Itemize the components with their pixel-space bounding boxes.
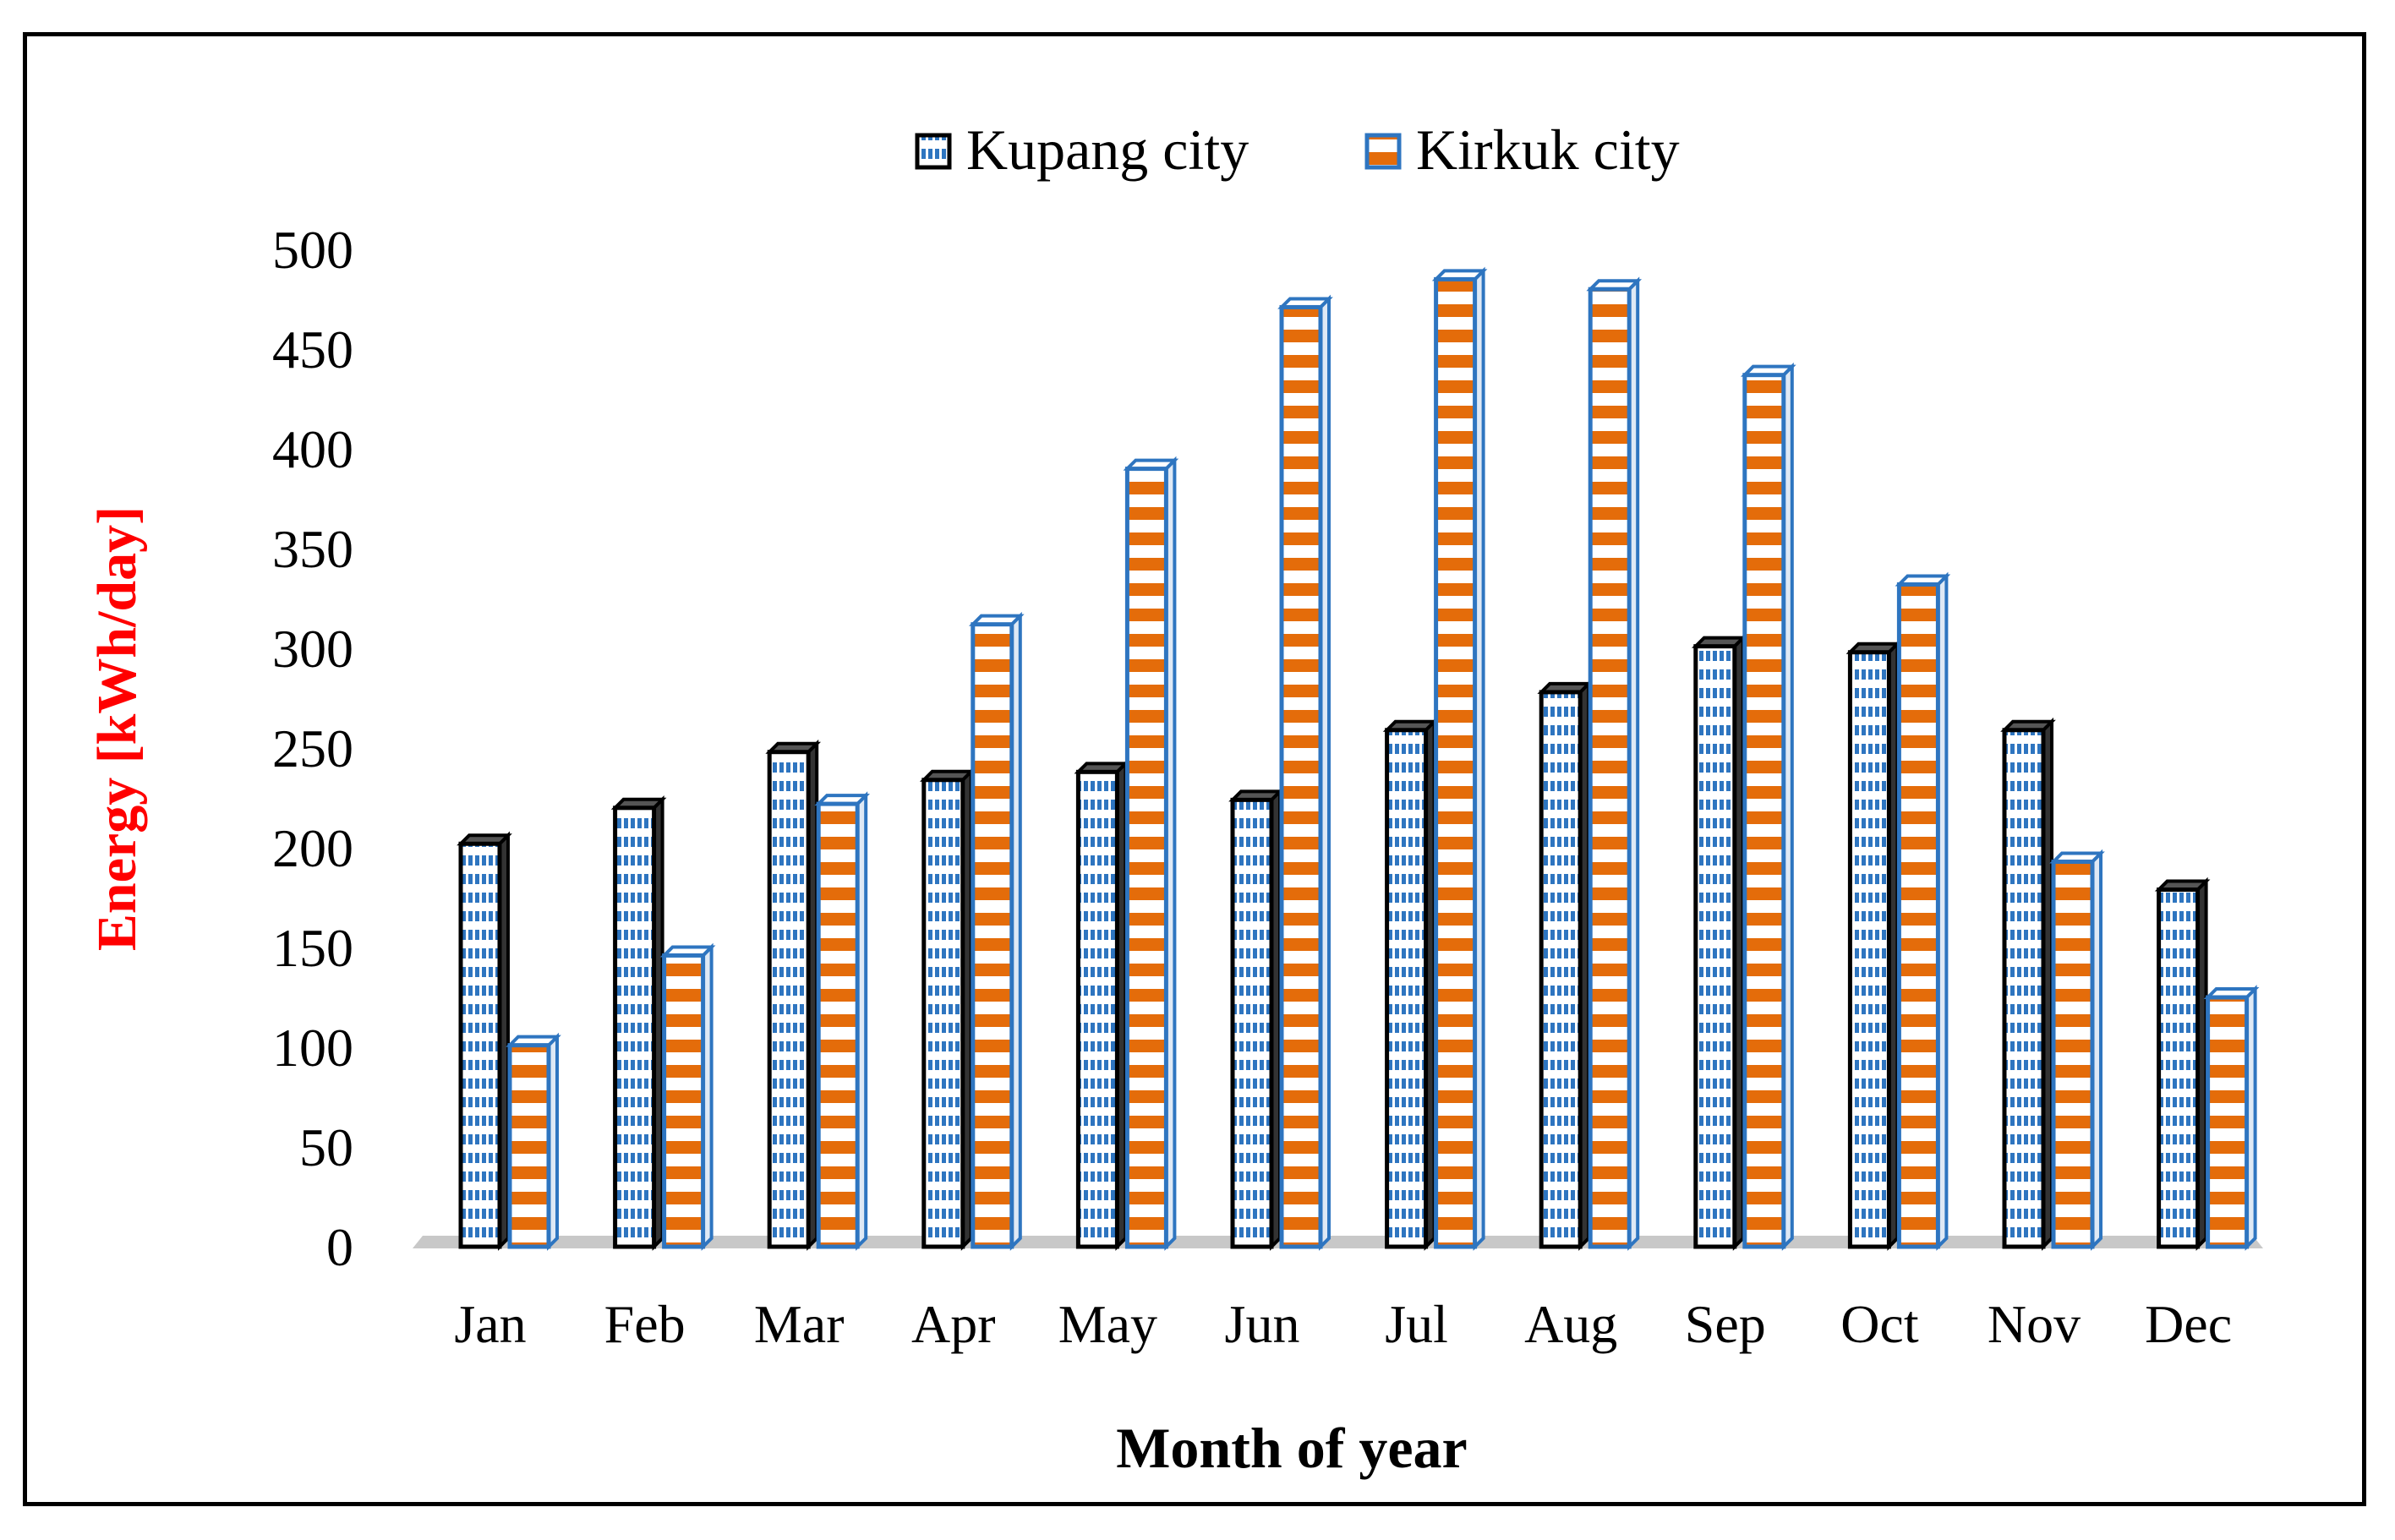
bar-kupang-feb (610, 795, 667, 1251)
y-axis-ticks: 0 50 100 150 200 250 300 350 400 450 500 (272, 220, 353, 1277)
bar-front (1279, 304, 1323, 1249)
bar-kupang-jul (1382, 717, 1439, 1251)
bar-front (1539, 690, 1583, 1249)
bar-kirkuk-oct (1895, 571, 1951, 1251)
y-tick-label: 250 (272, 718, 353, 778)
bar-front (2157, 887, 2201, 1249)
bar-kupang-jan (457, 831, 512, 1251)
x-tick-label: Apr (911, 1294, 996, 1354)
bar-front (2051, 860, 2095, 1249)
bar-front (2206, 995, 2250, 1249)
bar-front (767, 750, 811, 1249)
x-tick-label: May (1058, 1294, 1157, 1354)
bar-kirkuk-jan (506, 1032, 561, 1251)
legend-label-kupang: Kupang city (966, 117, 1249, 182)
bar-kirkuk-sep (1740, 362, 1796, 1251)
bar-front (1230, 797, 1274, 1249)
x-axis-title: Month of year (1116, 1416, 1467, 1480)
legend: Kupang city Kirkuk city (915, 117, 1680, 182)
bar-kirkuk-apr (968, 611, 1025, 1251)
bar-kupang-mar (765, 739, 822, 1251)
bar-front (816, 801, 860, 1249)
bar-kirkuk-jun (1277, 294, 1333, 1251)
bar-front (1434, 276, 1478, 1249)
bar-kirkuk-dec (2203, 985, 2260, 1251)
bar-front (1385, 728, 1429, 1249)
bar-kupang-nov (2000, 717, 2056, 1251)
y-tick-label: 100 (272, 1018, 353, 1078)
bar-front (1742, 373, 1786, 1249)
y-tick-label: 50 (299, 1117, 353, 1177)
x-tick-label: Jun (1225, 1294, 1300, 1354)
y-tick-label: 150 (272, 918, 353, 978)
bar-kupang-may (1074, 759, 1130, 1251)
legend-swatch-kirkuk (1364, 133, 1402, 170)
x-axis-ticks: Jan Feb Mar Apr May Jun Jul Aug Sep Oct Nov Dec (454, 1294, 2232, 1354)
y-tick-label: 400 (272, 419, 353, 479)
y-axis-title: Energy [kWh/day] (86, 506, 148, 951)
bar-front (1588, 287, 1632, 1249)
x-tick-label: Mar (754, 1294, 845, 1354)
bar-kupang-jun (1228, 787, 1284, 1251)
legend-label-kirkuk: Kirkuk city (1416, 117, 1680, 182)
y-tick-label: 200 (272, 818, 353, 878)
x-tick-label: Aug (1524, 1294, 1617, 1354)
y-tick-label: 350 (272, 519, 353, 579)
bar-kupang-sep (1691, 633, 1747, 1251)
bars (457, 266, 2260, 1251)
bar-front (921, 778, 965, 1249)
bar-kupang-oct (1845, 639, 1902, 1251)
y-tick-label: 300 (272, 619, 353, 679)
bar-kirkuk-feb (659, 942, 716, 1251)
y-tick-label: 450 (272, 319, 353, 380)
bar-kirkuk-nov (2049, 849, 2105, 1251)
chart-frame (23, 32, 2366, 1506)
x-tick-label: Feb (604, 1294, 686, 1354)
x-tick-label: Jul (1385, 1294, 1448, 1354)
bar-front (458, 841, 502, 1249)
bar-kupang-dec (2154, 876, 2211, 1251)
x-tick-label: Nov (1988, 1294, 2081, 1354)
bar-kupang-aug (1537, 680, 1594, 1251)
x-tick-label: Oct (1840, 1294, 1919, 1354)
bar-front (1693, 644, 1737, 1249)
legend-swatch-kupang (915, 133, 952, 170)
y-tick-label: 500 (272, 220, 353, 280)
chart-floor (413, 1236, 2263, 1248)
x-tick-label: Sep (1685, 1294, 1766, 1354)
bar-front (507, 1043, 551, 1249)
x-tick-label: Dec (2145, 1294, 2232, 1354)
bar-front (971, 622, 1014, 1249)
bar-front (662, 953, 706, 1249)
bar-kirkuk-jul (1431, 266, 1488, 1251)
bar-front (1847, 650, 1891, 1249)
bar-front (1124, 467, 1168, 1249)
bar-kupang-apr (919, 767, 976, 1251)
legend-item-kirkuk: Kirkuk city (1364, 117, 1680, 182)
bar-kirkuk-may (1123, 456, 1179, 1251)
bar-front (1075, 769, 1119, 1249)
y-tick-label: 0 (326, 1217, 353, 1277)
legend-item-kupang: Kupang city (915, 117, 1249, 182)
bar-front (613, 805, 657, 1249)
x-tick-label: Jan (454, 1294, 526, 1354)
bar-front (1896, 582, 1940, 1249)
bar-kirkuk-aug (1586, 276, 1643, 1251)
bar-front (2002, 728, 2046, 1249)
bar-kirkuk-mar (814, 791, 871, 1251)
